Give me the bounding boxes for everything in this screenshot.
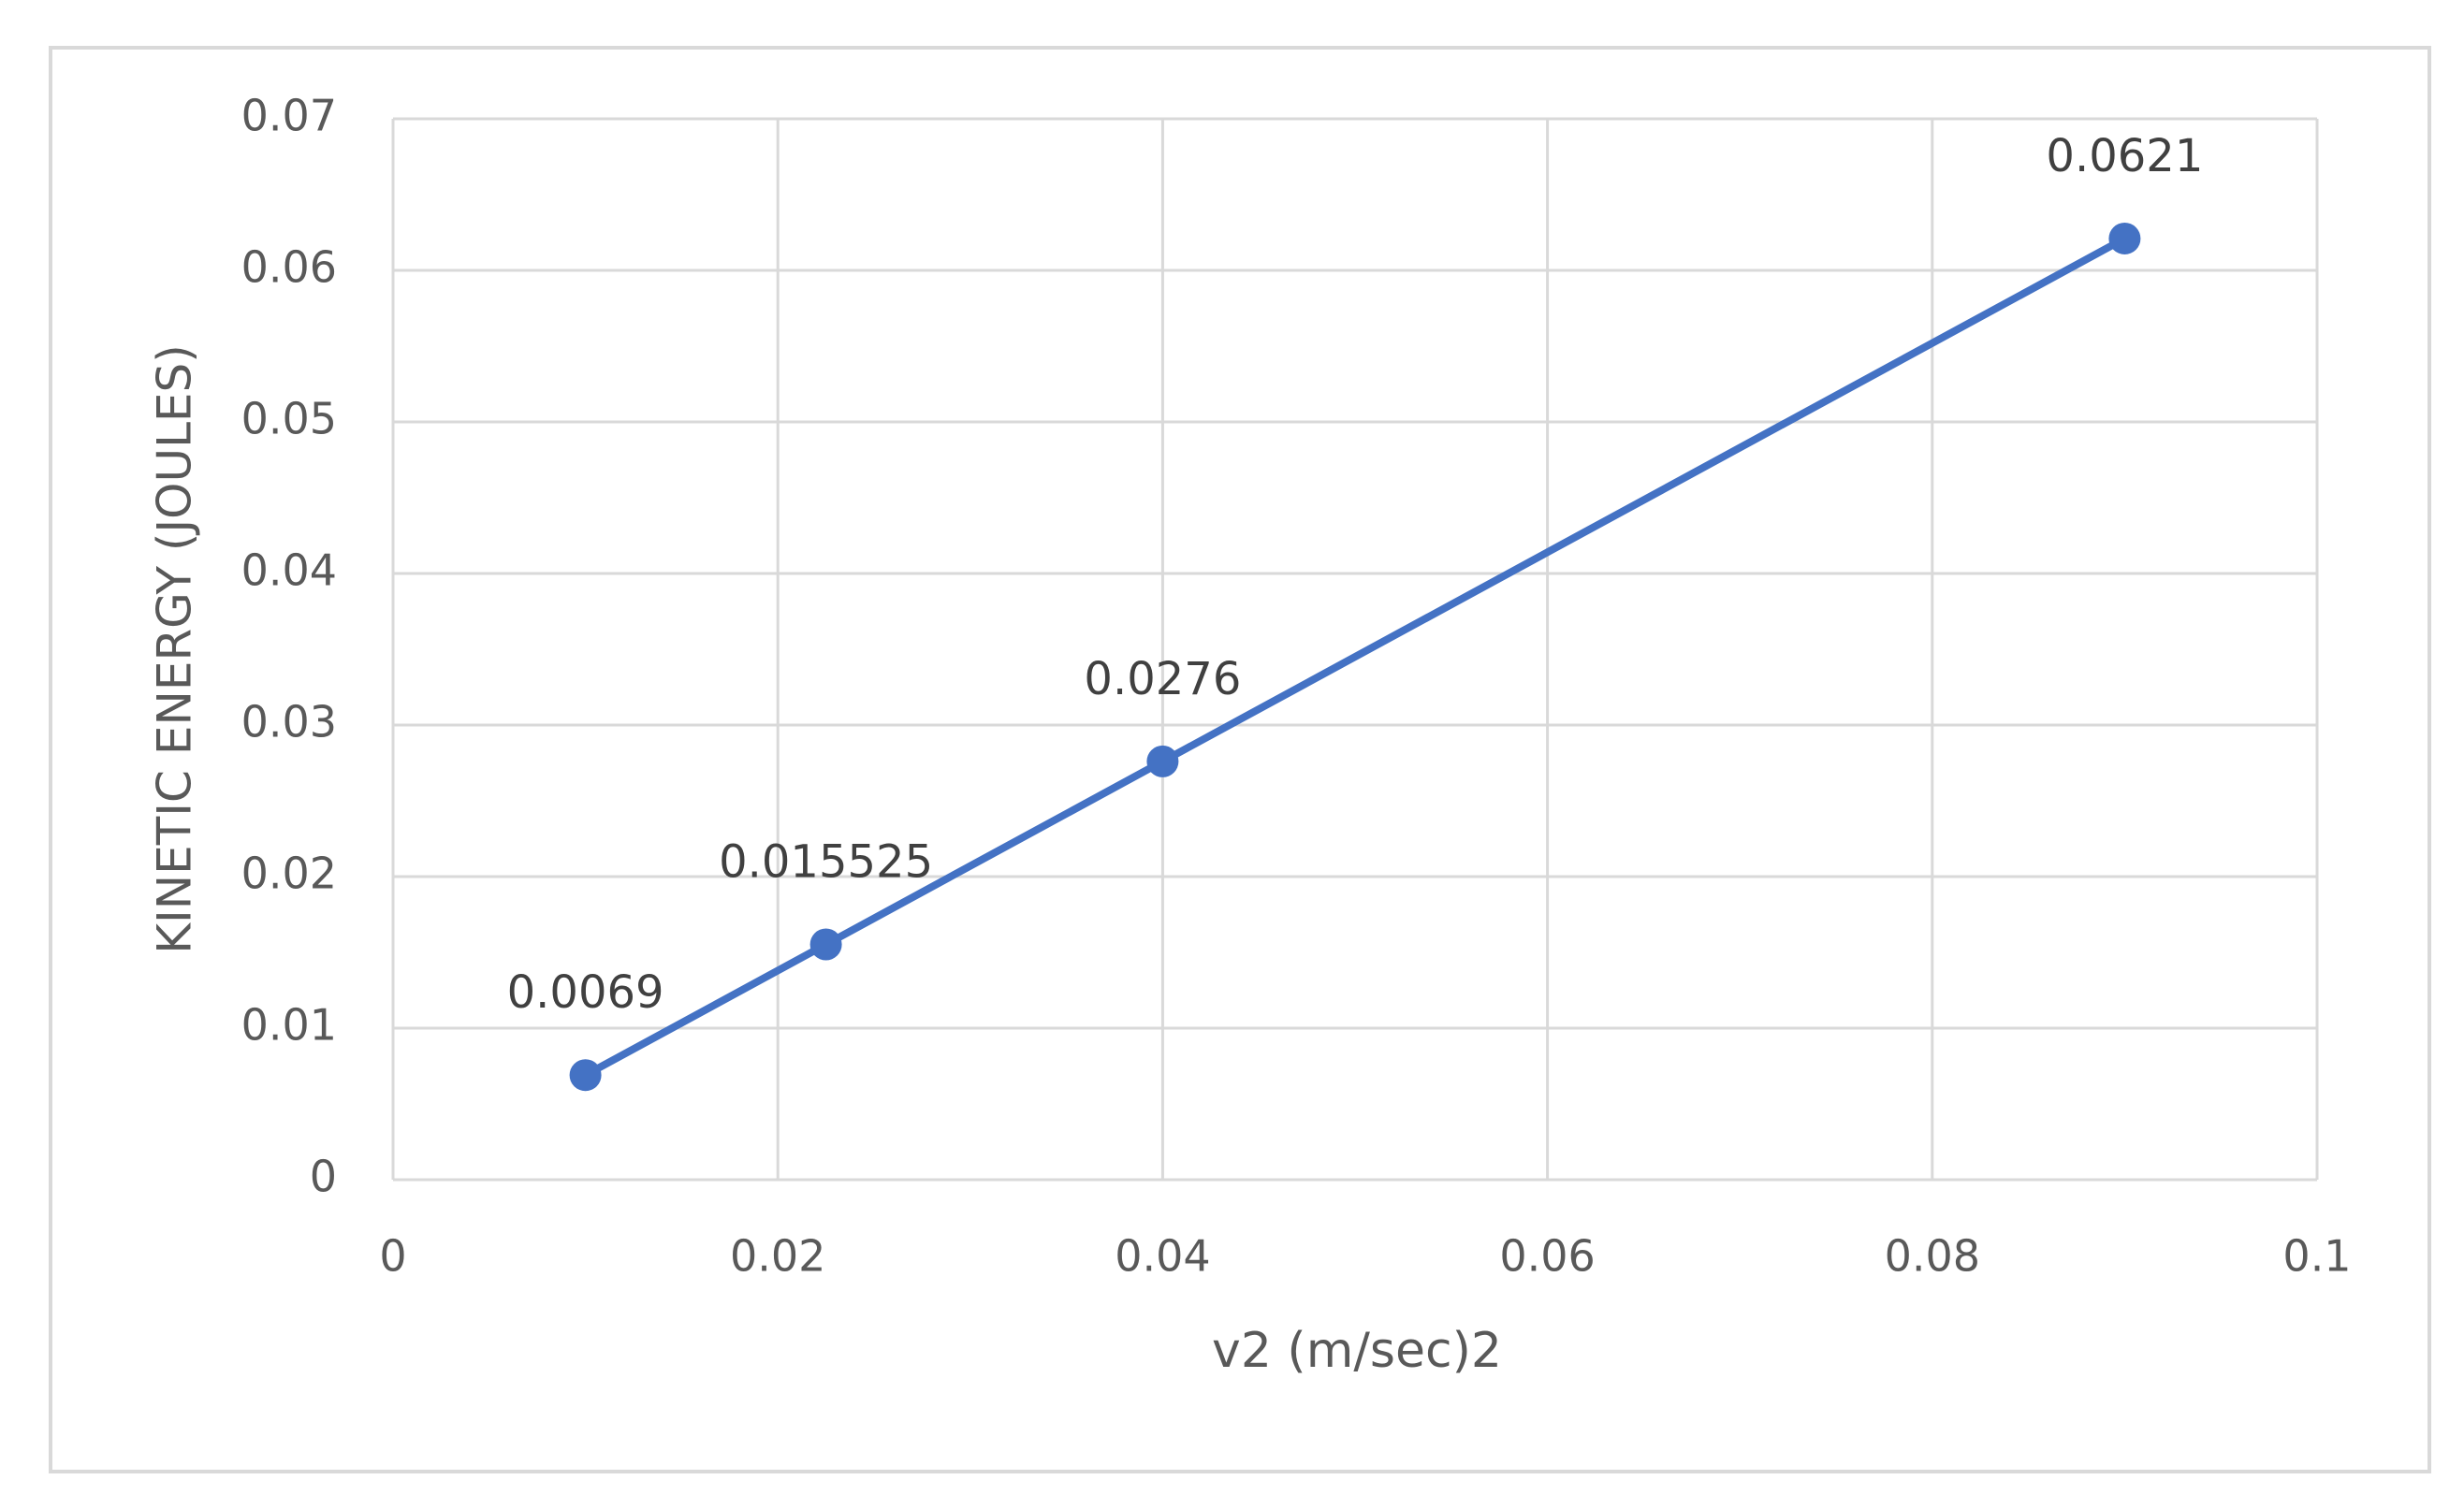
- x-axis-title: v2 (m/sec)2: [1212, 1323, 1502, 1379]
- data-line: [583, 235, 2127, 1079]
- x-tick-label: 0.1: [2282, 1231, 2351, 1282]
- x-tick-label: 0.08: [1885, 1231, 1980, 1282]
- y-axis-title: KINETIC ENERGY (JOULES): [148, 344, 202, 954]
- data-point: [809, 928, 842, 961]
- data-point: [2108, 222, 2141, 254]
- y-tick-label: 0.07: [241, 91, 337, 141]
- x-tick-label: 0: [379, 1231, 406, 1282]
- y-tick-label: 0.05: [241, 394, 337, 444]
- data-label: 0.0069: [507, 966, 664, 1019]
- data-label: 0.015525: [719, 835, 933, 888]
- data-point: [1146, 745, 1179, 777]
- x-tick-label: 0.02: [730, 1231, 825, 1282]
- y-tick-label: 0.02: [241, 849, 337, 899]
- chart-border: [49, 46, 2431, 1473]
- y-tick-label: 0.01: [241, 1000, 337, 1051]
- x-tick-label: 0.04: [1115, 1231, 1210, 1282]
- y-tick-label: 0.04: [241, 545, 337, 596]
- x-tick-label: 0.06: [1499, 1231, 1595, 1282]
- y-tick-label: 0.06: [241, 242, 337, 293]
- y-tick-label: 0.03: [241, 697, 337, 747]
- data-point: [569, 1059, 602, 1092]
- data-label: 0.0621: [2046, 130, 2203, 182]
- data-label: 0.0276: [1084, 653, 1241, 705]
- y-tick-label: 0: [310, 1152, 337, 1202]
